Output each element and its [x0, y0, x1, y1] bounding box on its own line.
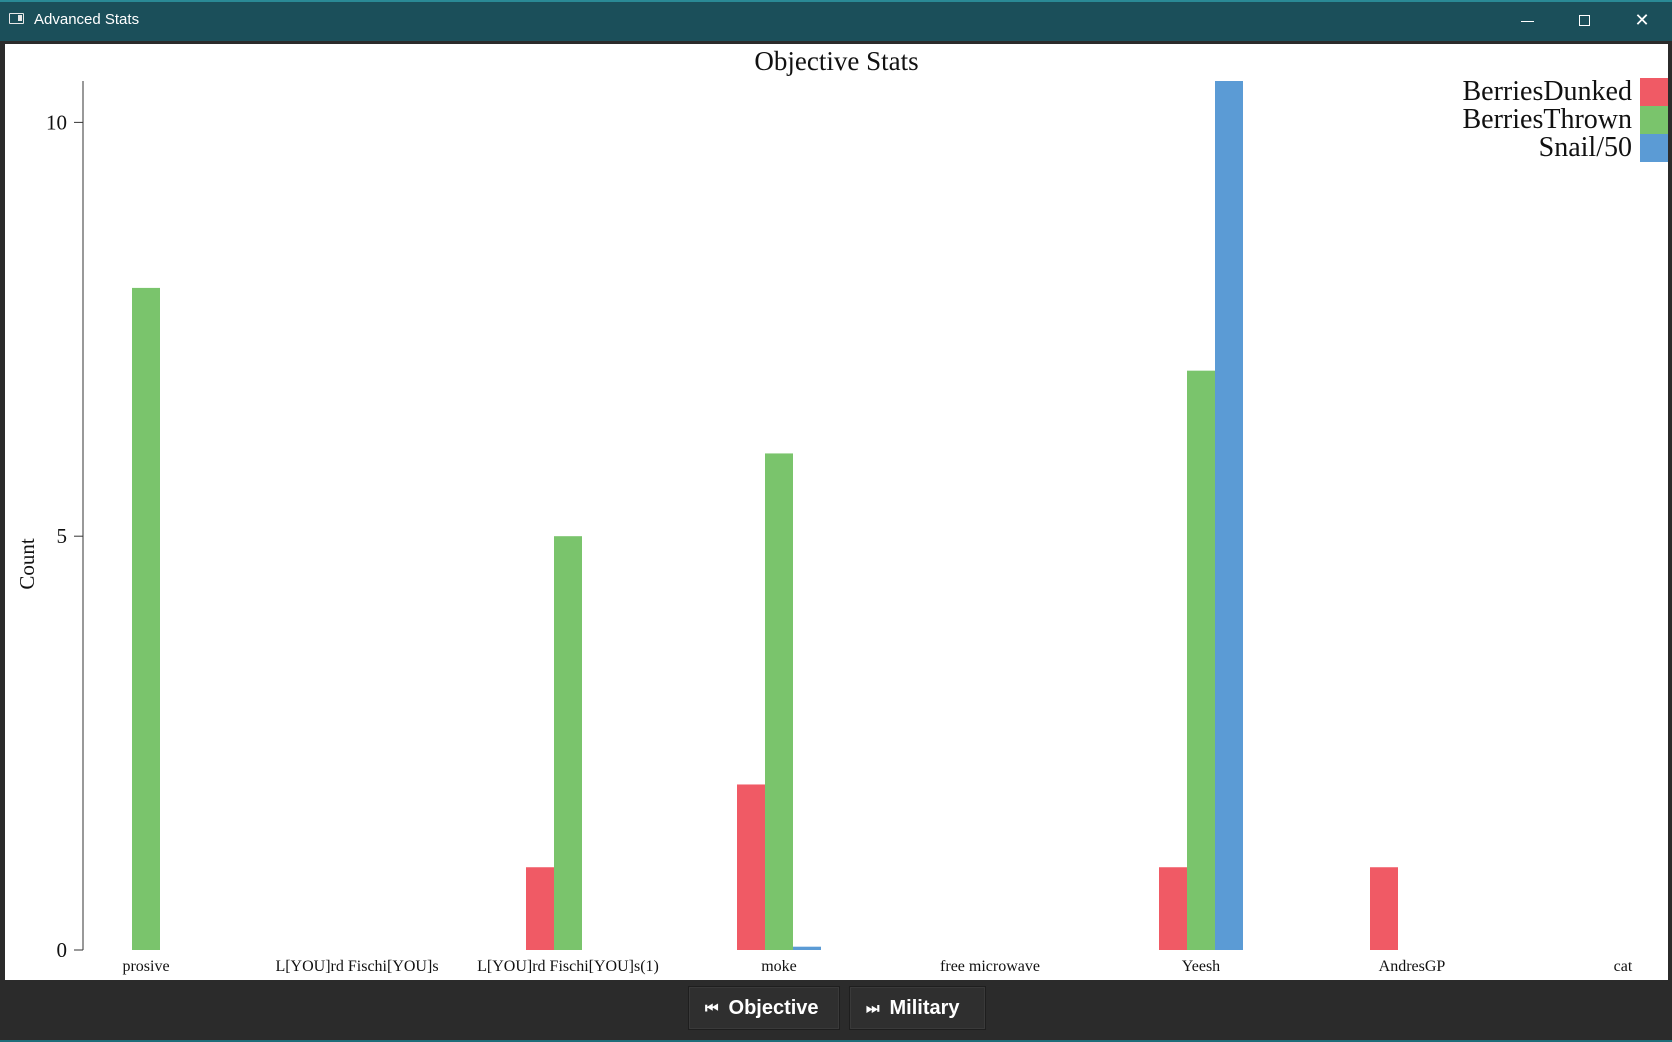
x-tick-label: free microwave — [940, 958, 1040, 975]
legend-label: BerriesDunked — [1462, 76, 1632, 107]
objective-button-label: Objective — [728, 996, 819, 1019]
legend-item-snail: Snail/50 — [1462, 134, 1668, 162]
skip-next-icon: ⏭ — [866, 999, 880, 1017]
window-titlebar: Advanced Stats ✕ — [0, 0, 1672, 41]
close-button[interactable]: ✕ — [1614, 0, 1670, 41]
close-icon: ✕ — [1634, 10, 1650, 30]
titlebar-accent-line — [0, 0, 1672, 2]
x-tick-label: L[YOU]rd Fischi[YOU]s — [275, 958, 438, 975]
legend-item-berriesthrown: BerriesThrown — [1462, 106, 1668, 134]
bar-chart: 0 5 10 prosive L[YOU]rd Fischi[YOU]s L[YOU]rd… — [46, 81, 1633, 975]
legend-swatch — [1640, 78, 1668, 106]
chart-title: Objective Stats — [754, 46, 919, 76]
military-button[interactable]: ⏭ Military — [849, 986, 986, 1030]
military-button-label: Military — [889, 996, 960, 1019]
bar-berriesthrown — [765, 453, 793, 950]
bar-snail-50 — [793, 946, 821, 950]
bar-berriesdunked — [1370, 867, 1398, 950]
legend-swatch — [1640, 106, 1668, 134]
bar-berriesthrown — [1187, 370, 1215, 951]
y-axis-label: Count — [14, 538, 39, 590]
bar-berriesdunked — [526, 867, 554, 950]
bottom-nav-bar: ⏮ Objective ⏭ Military — [0, 980, 1672, 1042]
x-tick-label: AndresGP — [1379, 958, 1446, 975]
x-tick-label: moke — [761, 958, 797, 975]
window-title: Advanced Stats — [34, 11, 140, 28]
skip-previous-icon: ⏮ — [705, 999, 719, 1017]
x-tick-label: L[YOU]rd Fischi[YOU]s(1) — [477, 958, 659, 975]
legend-label: BerriesThrown — [1462, 104, 1632, 135]
maximize-icon — [1578, 15, 1590, 26]
y-tick-label: 5 — [57, 524, 68, 548]
bar-berriesdunked — [1159, 867, 1187, 950]
y-tick-label: 0 — [57, 938, 68, 962]
bar-snail-50 — [1215, 81, 1243, 950]
x-tick-label: cat — [1614, 958, 1633, 975]
minimize-icon — [1520, 21, 1534, 22]
x-tick-label: prosive — [122, 958, 169, 975]
chart-legend: BerriesDunked BerriesThrown Snail/50 — [1462, 78, 1668, 162]
bar-berriesthrown — [132, 287, 160, 950]
bar-berriesthrown — [554, 536, 582, 950]
app-window-icon — [9, 13, 24, 24]
legend-label: Snail/50 — [1538, 132, 1632, 163]
bottom-accent-line — [0, 1040, 1672, 1042]
maximize-button[interactable] — [1556, 0, 1612, 41]
bar-berriesdunked — [737, 784, 765, 950]
x-tick-label: Yeesh — [1182, 958, 1220, 975]
minimize-button[interactable] — [1499, 0, 1555, 41]
legend-swatch — [1640, 134, 1668, 162]
y-tick-label: 10 — [46, 110, 67, 134]
chart-area: 0 5 10 prosive L[YOU]rd Fischi[YOU]s L[YOU]rd… — [5, 44, 1668, 980]
objective-button[interactable]: ⏮ Objective — [688, 986, 840, 1030]
legend-item-berriesdunked: BerriesDunked — [1462, 78, 1668, 106]
